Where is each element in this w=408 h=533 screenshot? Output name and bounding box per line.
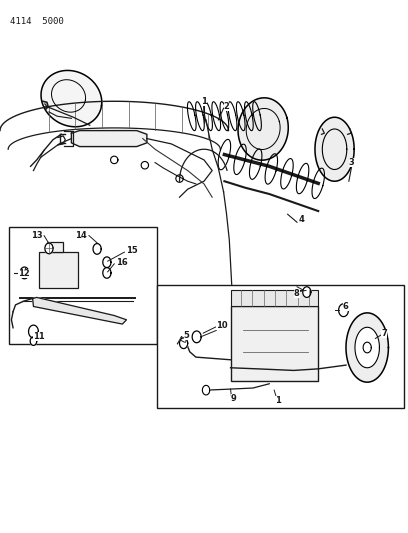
- Text: 5: 5: [184, 332, 189, 340]
- Text: 8: 8: [294, 289, 299, 297]
- Text: 1: 1: [275, 397, 281, 405]
- Text: 7: 7: [381, 329, 387, 337]
- Text: 15: 15: [126, 246, 138, 255]
- Polygon shape: [33, 297, 126, 324]
- Text: 4: 4: [298, 215, 304, 224]
- Polygon shape: [346, 313, 388, 382]
- Bar: [47, 242, 63, 252]
- Polygon shape: [180, 338, 188, 349]
- Polygon shape: [29, 325, 38, 338]
- Text: 1: 1: [201, 97, 207, 106]
- Polygon shape: [192, 331, 201, 343]
- Polygon shape: [71, 131, 147, 147]
- Polygon shape: [41, 70, 102, 127]
- Polygon shape: [355, 327, 379, 368]
- Bar: [39, 252, 78, 288]
- Bar: [231, 306, 318, 381]
- Text: 6: 6: [343, 302, 348, 311]
- Text: 14: 14: [75, 231, 87, 240]
- Text: 11: 11: [33, 333, 45, 341]
- Text: 2: 2: [224, 102, 229, 111]
- Polygon shape: [339, 304, 348, 317]
- Text: 13: 13: [31, 231, 42, 240]
- Text: 9: 9: [231, 394, 236, 402]
- Text: 4114  5000: 4114 5000: [10, 17, 64, 26]
- Bar: [157, 285, 404, 408]
- Text: 3: 3: [349, 158, 355, 167]
- Polygon shape: [103, 257, 111, 268]
- Bar: [9, 227, 157, 344]
- Polygon shape: [303, 287, 311, 297]
- Polygon shape: [20, 267, 29, 279]
- Polygon shape: [93, 244, 101, 254]
- Text: 10: 10: [216, 321, 228, 329]
- Polygon shape: [202, 385, 210, 395]
- Polygon shape: [238, 98, 288, 160]
- Text: 16: 16: [116, 258, 128, 266]
- Text: 12: 12: [18, 269, 30, 278]
- Bar: [231, 290, 318, 306]
- Polygon shape: [103, 268, 111, 278]
- Polygon shape: [315, 117, 354, 181]
- Polygon shape: [30, 337, 37, 345]
- Polygon shape: [45, 243, 53, 254]
